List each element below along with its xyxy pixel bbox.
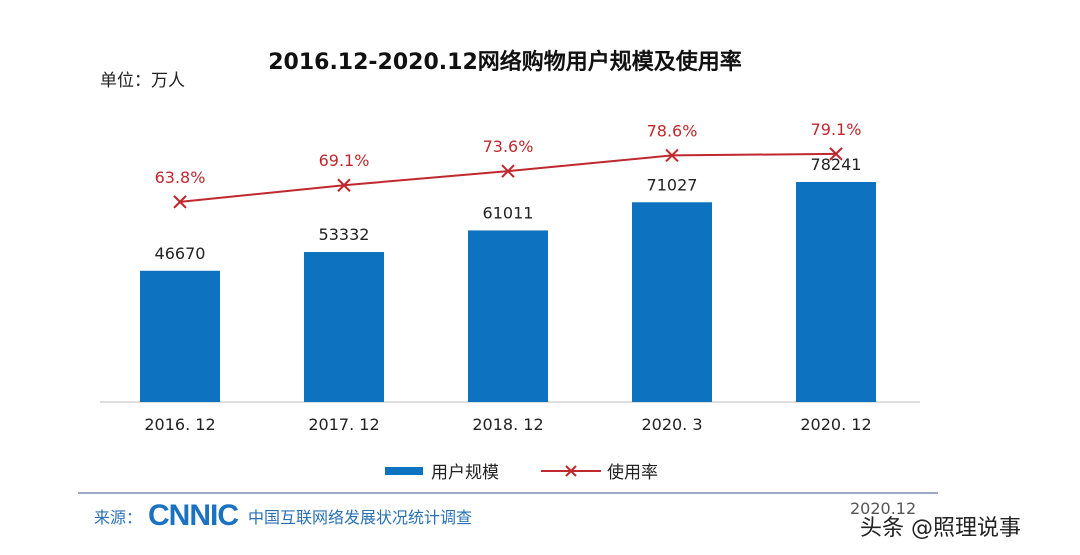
bar — [140, 270, 220, 402]
rate-label: 69.1% — [319, 151, 370, 170]
bar — [304, 252, 384, 402]
rate-label: 78.6% — [647, 121, 698, 140]
x-tick-label: 2017. 12 — [308, 415, 379, 434]
x-tick-label: 2020. 12 — [800, 415, 871, 434]
cnnic-logo: CNNIC — [148, 499, 239, 532]
bar-label: 71027 — [647, 175, 698, 194]
source-text: 中国互联网络发展状况统计调查 — [248, 508, 473, 527]
legend-bar-swatch — [385, 466, 423, 475]
rate-marker — [829, 147, 843, 161]
rate-marker — [337, 178, 351, 192]
bar — [796, 181, 876, 402]
bar-label: 53332 — [319, 225, 370, 244]
bar — [468, 230, 548, 402]
legend-bar-label: 用户规模 — [431, 463, 499, 483]
x-tick-label: 2018. 12 — [472, 415, 543, 434]
source: 来源： CNNIC 中国互联网络发展状况统计调查 — [94, 499, 472, 533]
rate-marker — [173, 195, 187, 209]
chart-title: 2016.12-2020.12网络购物用户规模及使用率 — [268, 50, 742, 75]
x-tick-label: 2020. 3 — [641, 415, 702, 434]
bar — [632, 202, 712, 402]
bar-label: 61011 — [483, 203, 534, 222]
rate-label: 63.8% — [155, 168, 206, 187]
watermark: 头条 @照理说事 — [860, 516, 1021, 541]
rate-label: 73.6% — [483, 137, 534, 156]
source-label: 来源： — [94, 508, 143, 527]
rate-line — [179, 152, 837, 203]
bar-label: 46670 — [155, 244, 206, 263]
rate-marker — [665, 148, 679, 163]
legend-line-swatch — [541, 464, 601, 477]
unit-label: 单位：万人 — [100, 71, 185, 91]
rate-marker — [501, 164, 515, 178]
bar-label: 78241 — [811, 155, 862, 174]
rate-label: 79.1% — [811, 120, 862, 139]
legend-line-label: 使用率 — [607, 463, 658, 483]
x-tick-label: 2016. 12 — [144, 415, 215, 434]
footer-date: 2020.12 — [850, 499, 917, 518]
footer-divider — [78, 492, 938, 494]
legend: 用户规模 使用率 — [385, 458, 658, 483]
